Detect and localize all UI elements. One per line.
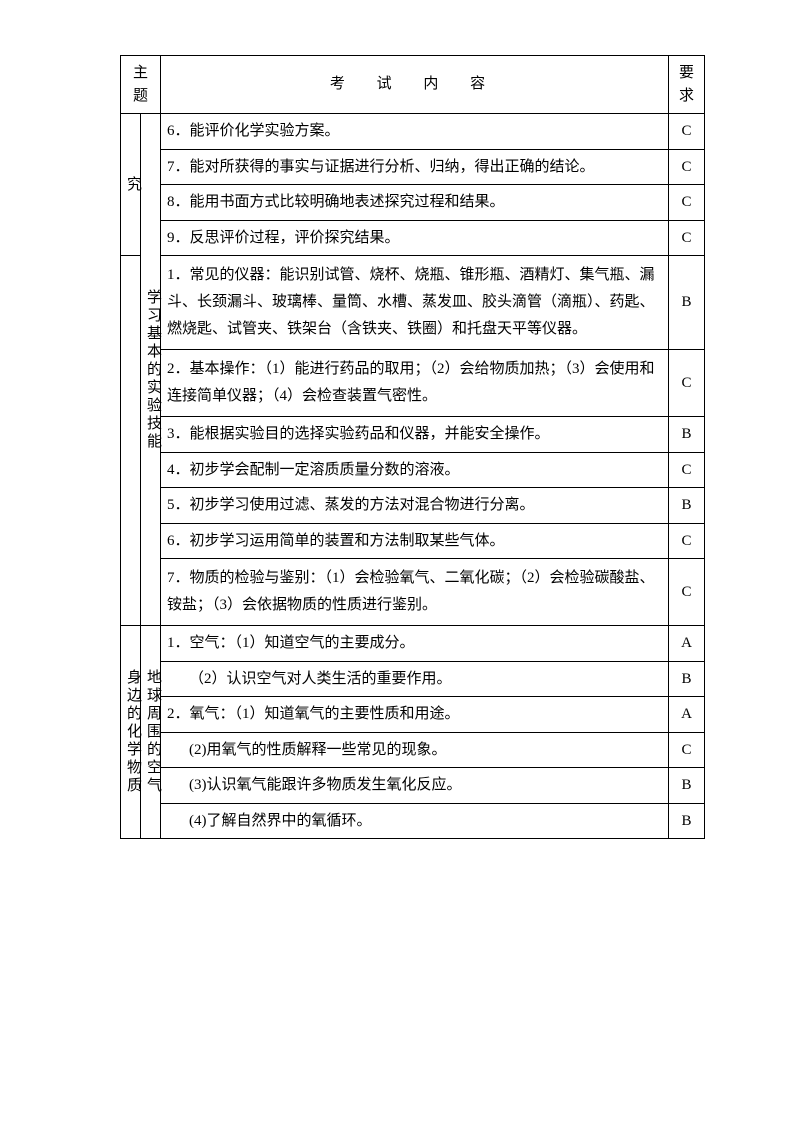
table-row: （2）认识空气对人类生活的重要作用。 B [121,661,705,697]
req-cell: C [669,732,705,768]
req-cell: B [669,256,705,350]
req-cell: A [669,697,705,733]
table-row: 究 学习基本的实验技能 6．能评价化学实验方案。 C [121,114,705,150]
topic-label: 究 [127,176,142,194]
content-cell: 6．初步学习运用简单的装置和方法制取某些气体。 [161,523,669,559]
content-cell: 1．空气：（1）知道空气的主要成分。 [161,626,669,662]
topic-label: 身边的化学物质 [127,669,142,795]
content-cell: 4．初步学会配制一定溶质质量分数的溶液。 [161,452,669,488]
subtopic-label: 学习基本的实验技能 [147,289,162,451]
table-row: 2．基本操作：（1）能进行药品的取用；（2）会给物质加热；（3）会使用和连接简单… [121,350,705,417]
table-row: 7．能对所获得的事实与证据进行分析、归纳，得出正确的结论。 C [121,149,705,185]
req-cell: C [669,220,705,256]
subtopic-label: 地球周围的空气 [147,669,162,795]
table-row: 1．常见的仪器：能识别试管、烧杯、烧瓶、锥形瓶、酒精灯、集气瓶、漏斗、长颈漏斗、… [121,256,705,350]
exam-content-table: 主题 考 试 内 容 要求 究 学习基本的实验技能 6．能评价化学实验方案。 C… [120,55,705,839]
req-cell: B [669,661,705,697]
table-row: (3)认识氧气能跟许多物质发生氧化反应。 B [121,768,705,804]
content-cell: 7．能对所获得的事实与证据进行分析、归纳，得出正确的结论。 [161,149,669,185]
table-row: 9．反思评价过程，评价探究结果。 C [121,220,705,256]
topic-cell-research: 究 [121,114,141,256]
table-row: 7．物质的检验与鉴别：（1）会检验氧气、二氧化碳；（2）会检验碳酸盐、铵盐；（3… [121,559,705,626]
header-req: 要求 [669,56,705,114]
req-cell: A [669,626,705,662]
content-cell: 1．常见的仪器：能识别试管、烧杯、烧瓶、锥形瓶、酒精灯、集气瓶、漏斗、长颈漏斗、… [161,256,669,350]
subtopic-cell-skills: 学习基本的实验技能 [141,114,161,626]
content-cell: 2．基本操作：（1）能进行药品的取用；（2）会给物质加热；（3）会使用和连接简单… [161,350,669,417]
table-row: 身边的化学物质 地球周围的空气 1．空气：（1）知道空气的主要成分。 A [121,626,705,662]
req-cell: C [669,350,705,417]
content-cell: 5．初步学习使用过滤、蒸发的方法对混合物进行分离。 [161,488,669,524]
req-cell: C [669,114,705,150]
table-row: 3．能根据实验目的选择实验药品和仪器，并能安全操作。 B [121,417,705,453]
content-cell: (3)认识氧气能跟许多物质发生氧化反应。 [161,768,669,804]
req-cell: B [669,417,705,453]
topic-cell-substances: 身边的化学物质 [121,626,141,839]
subtopic-cell-air: 地球周围的空气 [141,626,161,839]
topic-cell-blank [121,256,141,626]
table-row: 2．氧气：（1）知道氧气的主要性质和用途。 A [121,697,705,733]
header-content: 考 试 内 容 [161,56,669,114]
content-cell: 2．氧气：（1）知道氧气的主要性质和用途。 [161,697,669,733]
content-cell: 9．反思评价过程，评价探究结果。 [161,220,669,256]
content-cell: 3．能根据实验目的选择实验药品和仪器，并能安全操作。 [161,417,669,453]
content-cell: 8．能用书面方式比较明确地表述探究过程和结果。 [161,185,669,221]
req-cell: C [669,185,705,221]
table-row: (4)了解自然界中的氧循环。 B [121,803,705,839]
req-cell: B [669,803,705,839]
req-cell: B [669,488,705,524]
table-row: 4．初步学会配制一定溶质质量分数的溶液。 C [121,452,705,488]
req-cell: C [669,452,705,488]
table-header-row: 主题 考 试 内 容 要求 [121,56,705,114]
req-cell: C [669,149,705,185]
content-cell: 7．物质的检验与鉴别：（1）会检验氧气、二氧化碳；（2）会检验碳酸盐、铵盐；（3… [161,559,669,626]
content-cell: （2）认识空气对人类生活的重要作用。 [161,661,669,697]
req-cell: C [669,559,705,626]
table-row: (2)用氧气的性质解释一些常见的现象。 C [121,732,705,768]
content-cell: 6．能评价化学实验方案。 [161,114,669,150]
req-cell: B [669,768,705,804]
table-row: 6．初步学习运用简单的装置和方法制取某些气体。 C [121,523,705,559]
content-cell: (4)了解自然界中的氧循环。 [161,803,669,839]
header-topic: 主题 [121,56,161,114]
content-cell: (2)用氧气的性质解释一些常见的现象。 [161,732,669,768]
table-row: 8．能用书面方式比较明确地表述探究过程和结果。 C [121,185,705,221]
req-cell: C [669,523,705,559]
table-row: 5．初步学习使用过滤、蒸发的方法对混合物进行分离。 B [121,488,705,524]
